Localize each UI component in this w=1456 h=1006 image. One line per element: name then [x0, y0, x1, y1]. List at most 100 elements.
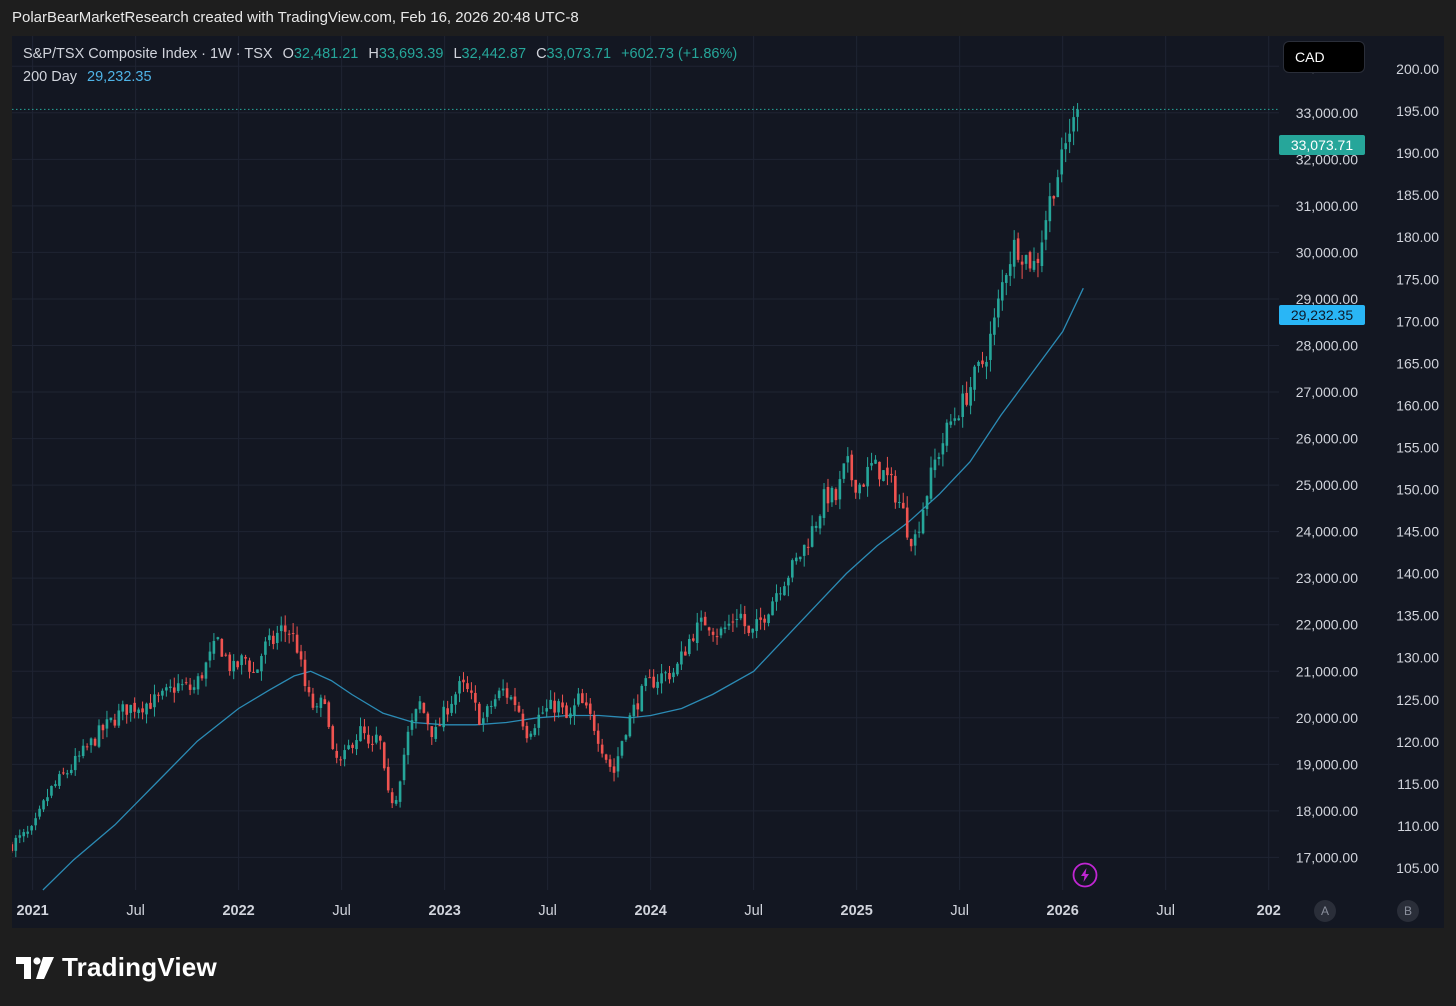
scale-b-button[interactable]: B: [1397, 900, 1419, 922]
candle-body: [699, 617, 703, 622]
candle-body: [822, 489, 826, 518]
moving-average-layer: [42, 287, 1084, 891]
candle-body: [121, 704, 125, 712]
chart-canvas[interactable]: 17,000.00 18,000.00 19,000.00 20,000.00 21,0…: [12, 36, 1444, 928]
candle-body: [81, 745, 85, 757]
candle-body: [557, 701, 560, 713]
candle-body: [497, 690, 501, 699]
price-tick-label: 27,000.00: [1296, 384, 1358, 400]
footer: TradingView: [0, 928, 1456, 1006]
price-tick-label: 18,000.00: [1296, 803, 1358, 819]
candle-body: [878, 461, 881, 480]
secondary-tick-label: 165.00: [1396, 355, 1439, 371]
candle-body: [482, 718, 485, 724]
candle-body: [299, 651, 303, 660]
candle-body: [264, 641, 267, 655]
candle-body: [664, 672, 667, 674]
candle-body: [133, 702, 136, 712]
tradingview-logo[interactable]: TradingView: [16, 952, 217, 983]
candle-body: [315, 706, 319, 708]
candle-body: [870, 463, 873, 466]
secondary-tick-label: 200.00: [1396, 61, 1439, 77]
candle-body: [200, 675, 204, 679]
candle-body: [339, 759, 342, 761]
candle-body: [1028, 252, 1032, 269]
candle-body: [723, 627, 727, 629]
ma-label[interactable]: 200 Day: [23, 69, 78, 85]
candle-body: [462, 679, 465, 683]
candle-body: [592, 715, 596, 731]
candle-body: [216, 637, 220, 640]
secondary-tick-label: 150.00: [1396, 482, 1439, 498]
candle-body: [129, 704, 132, 713]
secondary-tick-label: 145.00: [1396, 524, 1439, 540]
candle-body: [993, 317, 996, 335]
symbol-label[interactable]: S&P/TSX Composite Index · 1W · TSX: [23, 46, 273, 62]
tradingview-logo-icon: [16, 956, 54, 979]
candle-body: [252, 671, 255, 673]
ma-200-line: [42, 287, 1084, 891]
candle-body: [676, 663, 679, 675]
candle-body: [359, 726, 362, 742]
candle-body: [830, 487, 834, 503]
candle-body: [517, 705, 521, 712]
candle-body: [66, 773, 69, 775]
candle-body: [901, 502, 905, 509]
candle-body: [529, 733, 533, 737]
candle-body: [382, 742, 386, 769]
currency-button[interactable]: CAD: [1283, 41, 1365, 73]
secondary-price-axis[interactable]: 105.00 110.00 115.00 120.00 125.00 130.00 135.…: [1396, 61, 1439, 876]
candle-body: [731, 621, 735, 623]
price-axis[interactable]: 17,000.00 18,000.00 19,000.00 20,000.00 21,0…: [1296, 58, 1358, 865]
candle-body: [1012, 239, 1016, 267]
candle-body: [1052, 196, 1056, 199]
candle-body: [596, 730, 600, 744]
candle-body: [347, 745, 350, 750]
candle-body: [763, 618, 766, 623]
candle-body: [184, 682, 188, 684]
candle-body: [30, 826, 33, 831]
candle-body: [854, 479, 858, 493]
candle-body: [311, 693, 315, 708]
time-tick-label: Jul: [950, 903, 969, 919]
candle-body: [240, 655, 243, 666]
candle-body: [1016, 238, 1020, 260]
candle-body: [644, 678, 648, 686]
secondary-tick-label: 170.00: [1396, 313, 1439, 329]
candle-body: [287, 633, 291, 635]
candle-body: [89, 738, 93, 746]
candle-body: [169, 686, 172, 689]
candle-body: [1001, 282, 1004, 301]
chart-panel[interactable]: 17,000.00 18,000.00 19,000.00 20,000.00 21,0…: [12, 36, 1444, 928]
secondary-tick-label: 140.00: [1396, 566, 1439, 582]
secondary-tick-label: 130.00: [1396, 650, 1439, 666]
candle-body: [145, 703, 148, 715]
time-axis[interactable]: 2021 Jul 2022 Jul 2023 Jul 2024 Jul 2025 Jul 2026 J…: [16, 903, 1280, 919]
candle-body: [961, 393, 964, 417]
auto-scale-button[interactable]: A: [1314, 900, 1336, 922]
candle-body: [573, 705, 576, 716]
candle-body: [513, 696, 517, 706]
indicator-legend[interactable]: 200 Day 29,232.35: [23, 69, 152, 85]
candle-body: [97, 725, 101, 747]
candle-body: [418, 701, 422, 710]
candle-body: [937, 457, 941, 459]
price-tick-label: 31,000.00: [1296, 198, 1358, 214]
candle-body: [378, 736, 382, 741]
candle-body: [588, 703, 592, 714]
candle-body: [660, 673, 663, 684]
candle-body: [279, 625, 283, 632]
candle-body: [113, 719, 117, 726]
secondary-tick-label: 185.00: [1396, 187, 1439, 203]
candle-body: [838, 479, 842, 500]
candle-body: [767, 614, 770, 624]
candle-body: [656, 681, 659, 688]
candle-body: [62, 772, 65, 774]
candle-body: [549, 699, 552, 709]
candle-body: [406, 731, 410, 756]
candle-body: [953, 418, 957, 421]
flash-icon[interactable]: [1072, 862, 1098, 888]
ohlc-legend[interactable]: S&P/TSX Composite Index · 1W · TSX O32,4…: [23, 46, 737, 62]
time-tick-label: Jul: [332, 903, 351, 919]
candle-body: [509, 697, 513, 700]
